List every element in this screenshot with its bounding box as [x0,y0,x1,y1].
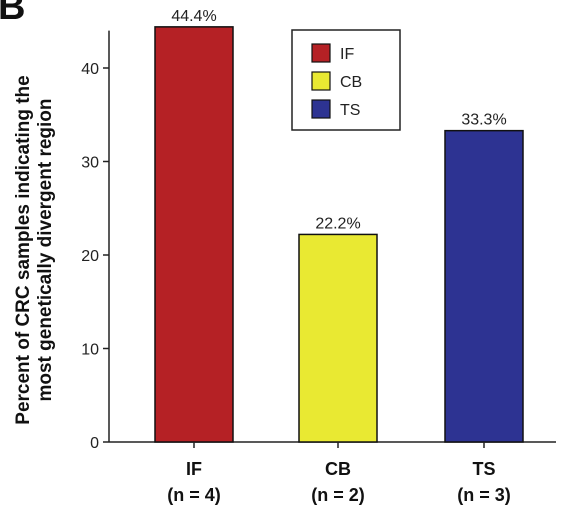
bar-cb [298,233,378,443]
y-tick-label: 0 [90,435,99,452]
legend-swatch-ts [311,99,331,119]
bar-if [154,26,234,443]
x-tick-label-if: IF [186,459,202,479]
y-tick-label: 30 [81,155,99,172]
y-tick-label: 40 [81,61,99,78]
x-tick-label-ts: TS [472,459,495,479]
legend-label-ts: TS [340,102,360,119]
x-tick-sublabel-ts: (n = 3) [457,485,511,505]
bar-ts [444,129,524,443]
data-label-cb: 22.2% [315,215,360,232]
x-tick-sublabel-cb: (n = 2) [311,485,365,505]
legend-box [291,29,401,131]
legend-swatch-if [311,43,331,63]
data-label-if: 44.4% [171,8,216,25]
y-tick-label: 10 [81,342,99,359]
legend-swatch-cb [311,71,331,91]
panel-letter: B [0,0,26,28]
x-tick-sublabel-if: (n = 4) [167,485,221,505]
y-tick-label: 20 [81,248,99,265]
legend-label-cb: CB [340,74,362,91]
data-label-ts: 33.3% [461,112,506,129]
x-tick-label-cb: CB [325,459,351,479]
legend-label-if: IF [340,46,354,63]
